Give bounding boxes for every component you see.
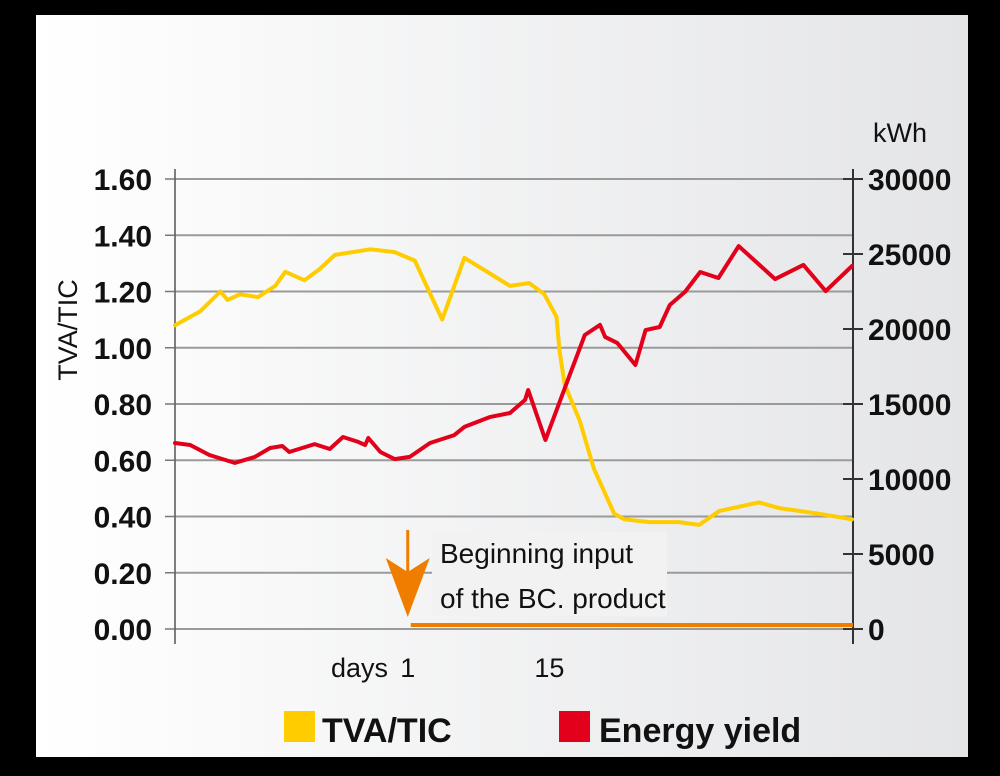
x-tick-label: 15: [534, 653, 564, 683]
legend-label-energy-yield: Energy yield: [599, 712, 801, 750]
left-axis-label: TVA/TIC: [53, 279, 83, 381]
annotation-line-2: of the BC. product: [440, 583, 666, 614]
right-axis-label: kWh: [873, 118, 927, 148]
axes: [174, 169, 854, 644]
legend-label-tva-tic: TVA/TIC: [322, 712, 452, 750]
series-line-energy-yield: [173, 244, 854, 465]
right-tick-label: 5000: [868, 539, 935, 572]
chart-panel: [36, 15, 968, 757]
right-tick-label: 20000: [868, 314, 951, 347]
annotation-background: [432, 532, 667, 616]
left-tick-label: 0.60: [94, 445, 152, 478]
right-tick-label: 30000: [868, 164, 951, 197]
right-tick-label: 0: [868, 614, 885, 647]
x-axis-ticks: 1 15: [400, 653, 564, 683]
left-tick-label: 0.20: [94, 558, 152, 591]
left-tick-label: 0.40: [94, 502, 152, 535]
gridlines: [175, 178, 853, 630]
x-axis-label: days: [331, 653, 388, 683]
left-tick-label: 0.80: [94, 389, 152, 422]
legend-swatch-tva-tic: [284, 711, 315, 742]
legend-swatch-energy-yield: [559, 711, 590, 742]
left-tick-label: 1.60: [94, 164, 152, 197]
left-tick-label: 0.00: [94, 614, 152, 647]
right-tick-label: 10000: [868, 464, 951, 497]
annotation-line-1: Beginning input: [440, 538, 633, 569]
left-tick-label: 1.00: [94, 333, 152, 366]
right-axis-ticks: 0 5000 10000 15000 20000 25000 30000: [843, 164, 951, 647]
left-tick-label: 1.20: [94, 277, 152, 310]
annotation: Beginning input of the BC. product: [385, 530, 853, 627]
x-tick-label: 1: [400, 653, 415, 683]
left-tick-label: 1.40: [94, 220, 152, 253]
right-tick-label: 15000: [868, 389, 951, 422]
legend: TVA/TIC Energy yield: [284, 711, 801, 750]
series-lines: [173, 244, 854, 527]
series-line-tva-tic: [173, 247, 854, 527]
left-axis-ticks: 0.00 0.20 0.40 0.60 0.80 1.00 1.20 1.40 1.60: [94, 164, 175, 647]
right-tick-label: 25000: [868, 239, 951, 272]
arrow-down-icon: [385, 558, 430, 617]
